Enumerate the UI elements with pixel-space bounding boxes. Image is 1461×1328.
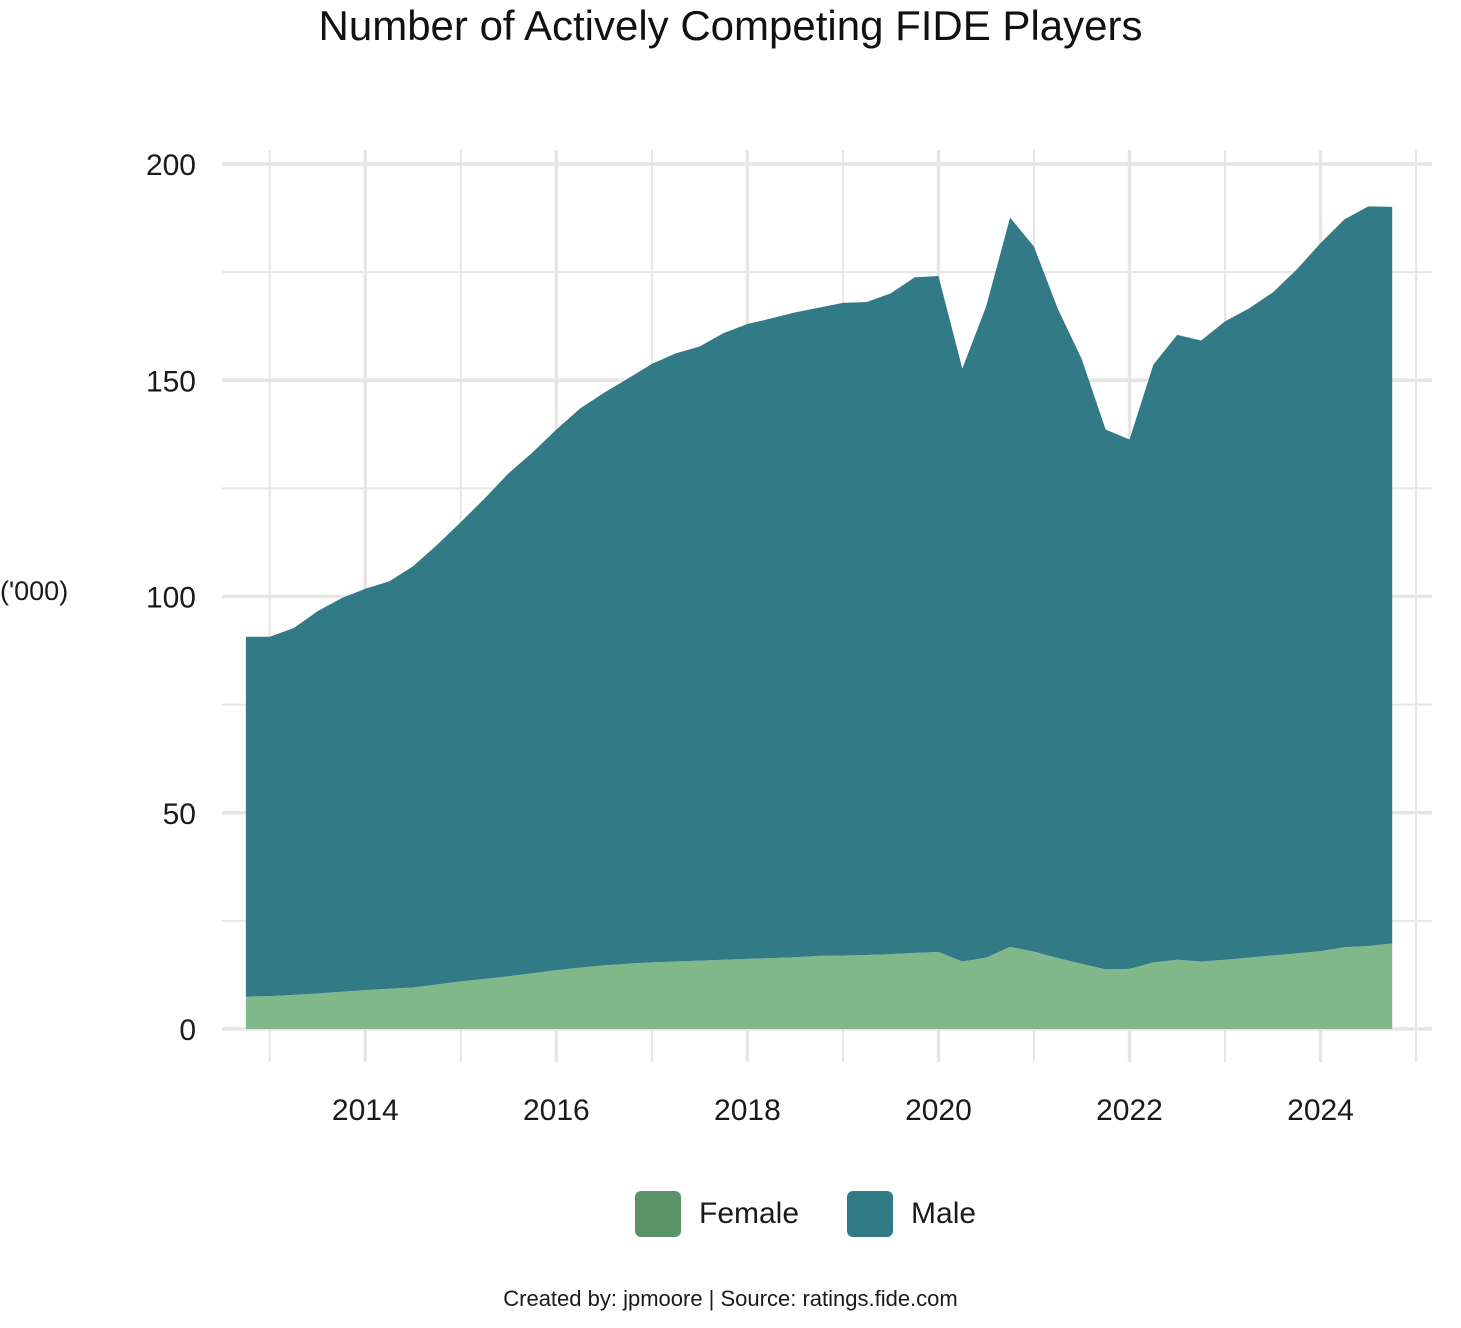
y-tick-label: 150 (146, 365, 196, 398)
legend: Female Male (635, 1191, 1024, 1237)
y-tick-label: 0 (179, 1014, 196, 1047)
x-tick-label: 2014 (332, 1094, 399, 1127)
y-axis-unit-label: ('000) (0, 576, 69, 606)
tick-labels: 0 50 100 150 200 2014 2016 2018 2020 2022 2024 (146, 149, 1354, 1127)
x-tick-label: 2018 (714, 1094, 781, 1127)
legend-label-female: Female (699, 1197, 800, 1230)
legend-swatch-male (847, 1191, 894, 1237)
x-tick-label: 2022 (1096, 1094, 1163, 1127)
chart-title: Number of Actively Competing FIDE Player… (318, 2, 1143, 49)
area-female (245, 943, 1393, 1029)
legend-item-male: Male (847, 1191, 976, 1237)
y-tick-label: 100 (146, 582, 196, 615)
chart-caption: Created by: jpmoore | Source: ratings.fi… (503, 1286, 958, 1311)
area-male (245, 206, 1393, 997)
area-series (245, 206, 1393, 1029)
legend-label-male: Male (911, 1197, 977, 1230)
legend-swatch-female (635, 1191, 681, 1237)
x-tick-label: 2020 (905, 1094, 972, 1127)
y-tick-label: 50 (163, 798, 196, 831)
legend-item-female: Female (635, 1191, 799, 1237)
x-tick-label: 2016 (523, 1094, 590, 1127)
x-tick-label: 2024 (1287, 1094, 1354, 1127)
y-tick-label: 200 (146, 149, 196, 182)
